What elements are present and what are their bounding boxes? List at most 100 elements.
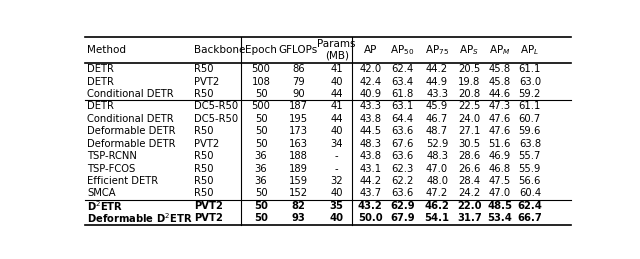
Text: 19.8: 19.8 (458, 77, 481, 87)
Text: DETR: DETR (88, 64, 115, 74)
Text: AP$_{50}$: AP$_{50}$ (390, 43, 415, 57)
Text: 28.6: 28.6 (458, 151, 481, 161)
Text: 22.0: 22.0 (457, 201, 482, 211)
Text: DETR: DETR (88, 77, 115, 87)
Text: 36: 36 (255, 176, 268, 186)
Text: 55.7: 55.7 (518, 151, 541, 161)
Text: 59.2: 59.2 (518, 89, 541, 99)
Text: 90: 90 (292, 89, 305, 99)
Text: 34: 34 (330, 139, 343, 149)
Text: 152: 152 (289, 189, 308, 198)
Text: 62.2: 62.2 (391, 176, 413, 186)
Text: 40: 40 (330, 189, 343, 198)
Text: 45.8: 45.8 (488, 77, 511, 87)
Text: 93: 93 (291, 213, 305, 223)
Text: 50: 50 (255, 126, 268, 136)
Text: R50: R50 (194, 189, 214, 198)
Text: 43.3: 43.3 (359, 102, 381, 111)
Text: 86: 86 (292, 64, 305, 74)
Text: 47.2: 47.2 (426, 189, 448, 198)
Text: 47.6: 47.6 (488, 126, 511, 136)
Text: 43.3: 43.3 (426, 89, 448, 99)
Text: GFLOPs: GFLOPs (278, 45, 318, 55)
Text: R50: R50 (194, 151, 214, 161)
Text: AP: AP (364, 45, 377, 55)
Text: TSP-FCOS: TSP-FCOS (88, 164, 136, 174)
Text: 108: 108 (252, 77, 271, 87)
Text: 48.3: 48.3 (426, 151, 448, 161)
Text: 63.0: 63.0 (519, 77, 541, 87)
Text: 82: 82 (291, 201, 305, 211)
Text: 63.8: 63.8 (519, 139, 541, 149)
Text: 46.7: 46.7 (426, 114, 448, 124)
Text: D$^2$ETR: D$^2$ETR (88, 199, 124, 213)
Text: 64.4: 64.4 (391, 114, 413, 124)
Text: 195: 195 (289, 114, 308, 124)
Text: 79: 79 (292, 77, 305, 87)
Text: 44: 44 (330, 89, 343, 99)
Text: 24.2: 24.2 (458, 189, 481, 198)
Text: 187: 187 (289, 102, 308, 111)
Text: 43.8: 43.8 (359, 151, 381, 161)
Text: 50: 50 (254, 201, 268, 211)
Text: 62.4: 62.4 (391, 64, 413, 74)
Text: 20.5: 20.5 (458, 64, 481, 74)
Text: 41: 41 (330, 64, 343, 74)
Text: 40: 40 (330, 213, 344, 223)
Text: 40.9: 40.9 (359, 89, 381, 99)
Text: 36: 36 (255, 151, 268, 161)
Text: 43.8: 43.8 (359, 114, 381, 124)
Text: 67.6: 67.6 (391, 139, 413, 149)
Text: 46.9: 46.9 (488, 151, 511, 161)
Text: Epoch: Epoch (245, 45, 277, 55)
Text: 60.4: 60.4 (519, 189, 541, 198)
Text: 61.1: 61.1 (518, 102, 541, 111)
Text: 62.3: 62.3 (391, 164, 413, 174)
Text: R50: R50 (194, 126, 214, 136)
Text: 63.4: 63.4 (391, 77, 413, 87)
Text: 50: 50 (255, 114, 268, 124)
Text: Deformable DETR: Deformable DETR (88, 126, 176, 136)
Text: 36: 36 (255, 164, 268, 174)
Text: PVT2: PVT2 (194, 139, 220, 149)
Text: 63.1: 63.1 (391, 102, 413, 111)
Text: 27.1: 27.1 (458, 126, 481, 136)
Text: 40: 40 (330, 77, 343, 87)
Text: 51.6: 51.6 (488, 139, 511, 149)
Text: 20.8: 20.8 (458, 89, 481, 99)
Text: 55.9: 55.9 (518, 164, 541, 174)
Text: 67.9: 67.9 (390, 213, 415, 223)
Text: 47.0: 47.0 (426, 164, 448, 174)
Text: Efficient DETR: Efficient DETR (88, 176, 159, 186)
Text: 28.4: 28.4 (458, 176, 481, 186)
Text: 46.2: 46.2 (425, 201, 449, 211)
Text: DETR: DETR (88, 102, 115, 111)
Text: 43.1: 43.1 (359, 164, 381, 174)
Text: AP$_{L}$: AP$_{L}$ (520, 43, 540, 57)
Text: 50: 50 (254, 213, 268, 223)
Text: SMCA: SMCA (88, 189, 116, 198)
Text: R50: R50 (194, 176, 214, 186)
Text: 26.6: 26.6 (458, 164, 481, 174)
Text: 189: 189 (289, 164, 308, 174)
Text: 50.0: 50.0 (358, 213, 383, 223)
Text: 47.0: 47.0 (488, 189, 511, 198)
Text: 54.1: 54.1 (424, 213, 450, 223)
Text: 66.7: 66.7 (518, 213, 542, 223)
Text: 44.5: 44.5 (359, 126, 381, 136)
Text: 60.7: 60.7 (519, 114, 541, 124)
Text: R50: R50 (194, 164, 214, 174)
Text: 48.5: 48.5 (487, 201, 512, 211)
Text: R50: R50 (194, 64, 214, 74)
Text: 47.5: 47.5 (488, 176, 511, 186)
Text: AP$_{M}$: AP$_{M}$ (489, 43, 510, 57)
Text: 43.7: 43.7 (359, 189, 381, 198)
Text: DC5-R50: DC5-R50 (194, 102, 238, 111)
Text: 22.5: 22.5 (458, 102, 481, 111)
Text: 61.1: 61.1 (518, 64, 541, 74)
Text: AP$_{S}$: AP$_{S}$ (460, 43, 479, 57)
Text: 50: 50 (255, 89, 268, 99)
Text: 41: 41 (330, 102, 343, 111)
Text: 188: 188 (289, 151, 308, 161)
Text: 53.4: 53.4 (487, 213, 512, 223)
